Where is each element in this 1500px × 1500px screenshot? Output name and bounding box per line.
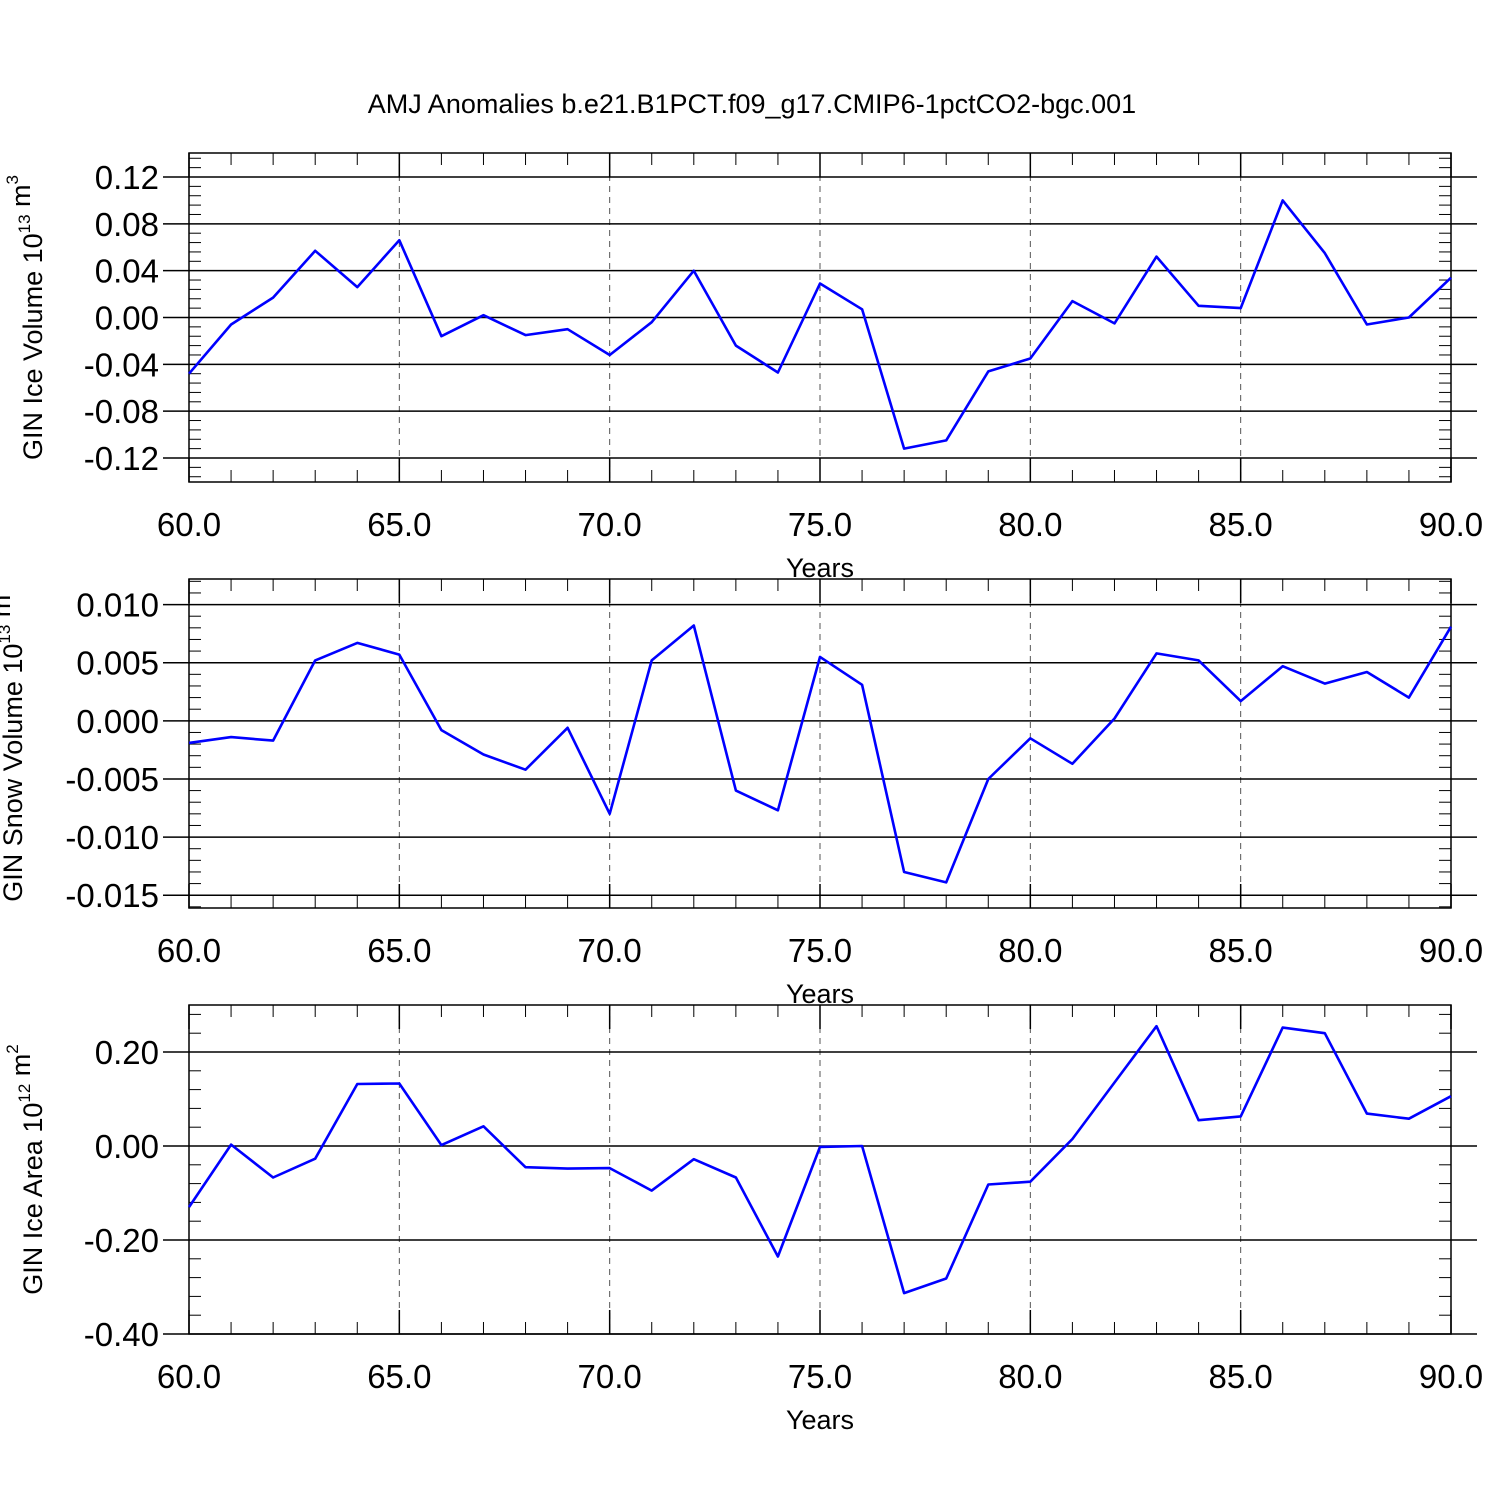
y-tick-label: 0.010 <box>76 587 159 624</box>
y-tick-label: -0.005 <box>65 761 159 798</box>
x-tick-label: 65.0 <box>367 1358 431 1395</box>
x-axis-title: Years <box>786 979 854 1009</box>
y-axis-title-part: GIN Ice Area 10 <box>18 1103 48 1295</box>
x-tick-label: 75.0 <box>788 1358 852 1395</box>
panel-3: -0.40 -0.20 0.00 0.20 60.0 65.0 70.0 75.0 80.0 85… <box>3 1004 1483 1435</box>
x-tick-label: 85.0 <box>1209 1358 1273 1395</box>
y-axis-title-superscript: 3 <box>0 585 2 594</box>
y-tick-label: 0.04 <box>95 253 159 290</box>
x-axis-title: Years <box>786 553 854 583</box>
y-tick-label: -0.12 <box>84 440 159 477</box>
x-tick-label: 70.0 <box>578 1358 642 1395</box>
y-axis-title-part: m <box>6 1054 36 1084</box>
x-tick-label: 70.0 <box>578 506 642 543</box>
y-tick-label: 0.00 <box>95 1128 159 1165</box>
y-axis-title-part: m <box>0 595 16 625</box>
y-tick-label: -0.04 <box>84 346 159 383</box>
x-tick-label: 75.0 <box>788 506 852 543</box>
y-tick-label: 0.005 <box>76 645 159 682</box>
y-axis-title: GIN Ice Area 1012 m2 <box>3 1044 48 1295</box>
y-tick-label: -0.40 <box>84 1316 159 1353</box>
plot-frame <box>188 1004 1452 1335</box>
x-axis-title: Years <box>786 1405 854 1435</box>
x-tick-label: 90.0 <box>1419 506 1483 543</box>
y-tick-label: -0.010 <box>65 819 159 856</box>
x-tick-label: 90.0 <box>1419 1358 1483 1395</box>
x-tick-label: 85.0 <box>1209 506 1273 543</box>
x-tick-label: 80.0 <box>998 1358 1062 1395</box>
plot-frame <box>188 152 1452 483</box>
x-tick-label: 60.0 <box>157 932 221 969</box>
x-tick-label: 80.0 <box>998 506 1062 543</box>
y-tick-label: 0.12 <box>95 159 159 196</box>
series-line <box>188 624 1453 884</box>
y-axis-title-part: m <box>6 184 36 214</box>
x-tick-label: 70.0 <box>578 932 642 969</box>
y-tick-label: 0.20 <box>95 1034 159 1071</box>
chart-title: AMJ Anomalies b.e21.B1PCT.f09_g17.CMIP6-… <box>368 89 1136 119</box>
x-tick-label: 85.0 <box>1209 932 1273 969</box>
y-axis-title-part: GIN Snow Volume 10 <box>0 644 28 902</box>
y-axis-title-part: GIN Ice Volume 10 <box>18 233 48 460</box>
series-line <box>187 1024 1452 1295</box>
y-axis-title-superscript: 13 <box>15 214 34 233</box>
panel-2: -0.015 -0.010 -0.005 0.000 0.005 0.010 60.0 65.… <box>0 578 1483 1009</box>
x-tick-label: 65.0 <box>367 506 431 543</box>
x-tick-label: 75.0 <box>788 932 852 969</box>
panel-1: -0.12 -0.08 -0.04 0.00 0.04 0.08 0.12 60.0 65.0 7… <box>3 152 1483 583</box>
y-tick-label: 0.000 <box>76 703 159 740</box>
y-axis-title: GIN Ice Volume 1013 m3 <box>3 175 48 460</box>
series-line <box>188 199 1452 450</box>
x-tick-label: 80.0 <box>998 932 1062 969</box>
y-axis-title-superscript: 2 <box>3 1044 22 1053</box>
y-tick-label: -0.08 <box>84 393 159 430</box>
y-axis-title: GIN Snow Volume 1013 m3 <box>0 585 28 902</box>
y-tick-label: -0.20 <box>84 1222 159 1259</box>
y-tick-label: 0.00 <box>95 300 159 337</box>
x-tick-label: 65.0 <box>367 932 431 969</box>
y-axis-title-superscript: 12 <box>15 1084 34 1103</box>
y-axis-title-superscript: 13 <box>0 625 14 644</box>
plot-frame <box>188 578 1452 909</box>
x-tick-label: 60.0 <box>157 506 221 543</box>
x-tick-label: 60.0 <box>157 1358 221 1395</box>
panels: -0.12 -0.08 -0.04 0.00 0.04 0.08 0.12 60.0 65.0 7… <box>0 152 1483 1435</box>
y-tick-label: -0.015 <box>65 877 159 914</box>
x-tick-label: 90.0 <box>1419 932 1483 969</box>
y-tick-label: 0.08 <box>95 206 159 243</box>
y-axis-title-superscript: 3 <box>3 175 22 184</box>
